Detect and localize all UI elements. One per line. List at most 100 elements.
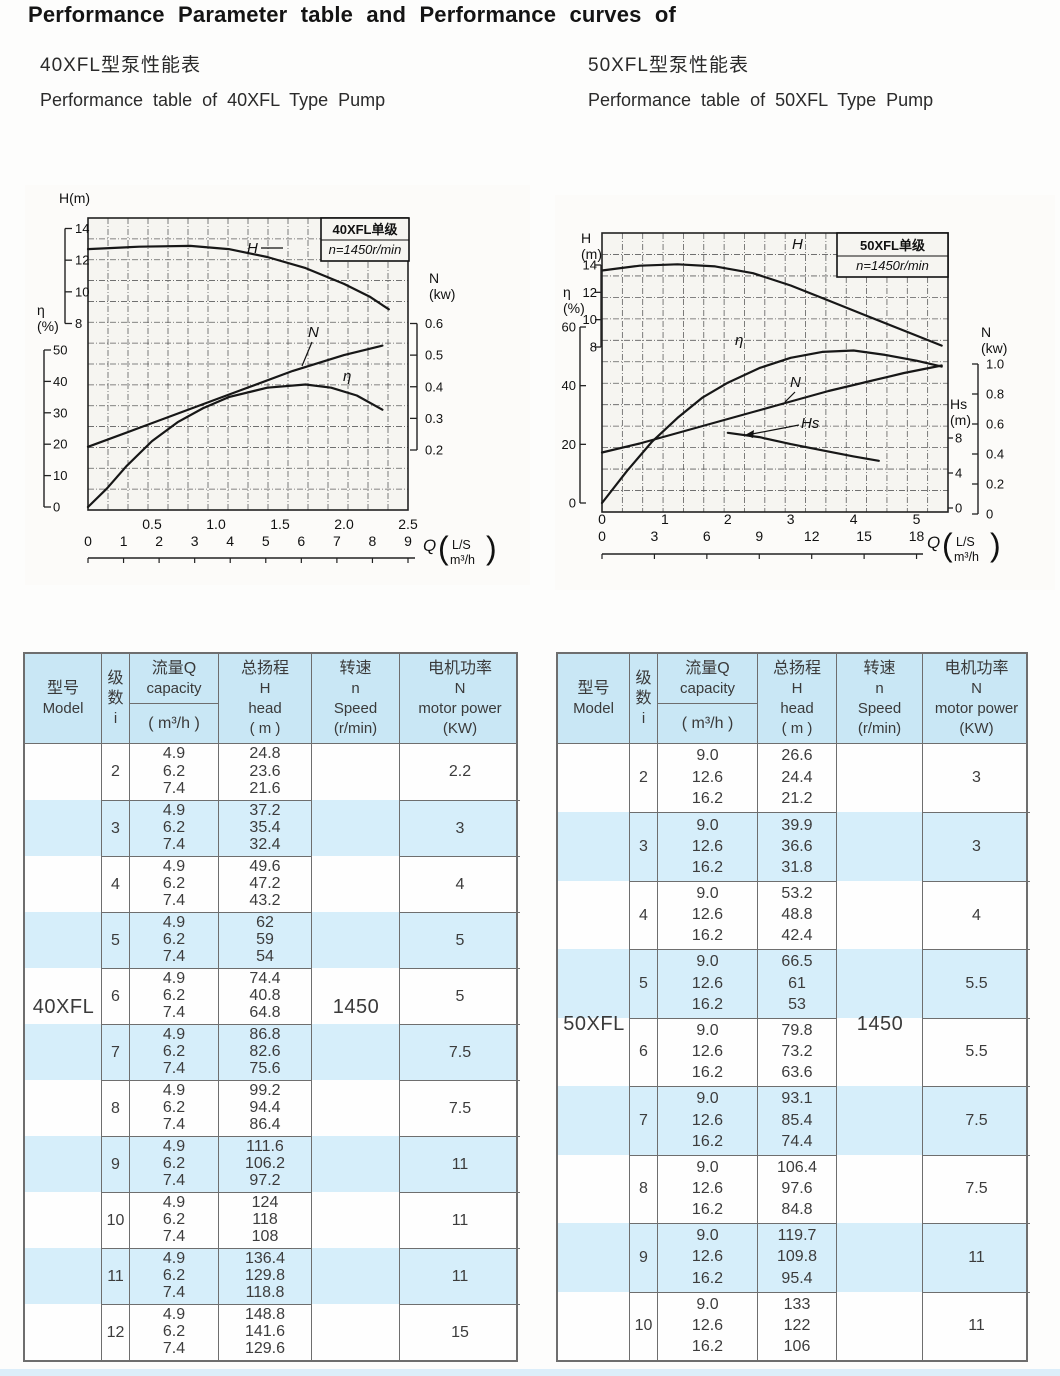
header-power-line: (KW) (959, 719, 994, 737)
capacity-value: 7.4 (162, 1172, 186, 1190)
head-value: 37.2 (249, 802, 281, 820)
tick-label-H: 10 (583, 312, 597, 327)
head-value: 129.6 (244, 1340, 286, 1358)
power-cell: 11 (400, 1192, 520, 1248)
power-cell: 5.5 (923, 1017, 1030, 1086)
model-spacer (558, 744, 630, 813)
table-row: 4 4.9 6.2 7.4 49.6 47.2 43.2 4 (25, 856, 520, 912)
curve-η (86, 383, 384, 509)
capacity-value: 6.2 (162, 1099, 186, 1117)
header-speed-line: (r/min) (333, 719, 378, 737)
model-spacer (558, 1291, 630, 1360)
stage-cell: 11 (102, 1248, 130, 1304)
chart-model-label: 50XFL单级 (860, 238, 926, 253)
capacity-value: 9.0 (696, 816, 719, 834)
header-model-zh: 型号 (46, 679, 79, 697)
header-head-line: H (259, 679, 271, 697)
head-value: 97.2 (249, 1172, 281, 1190)
stage-cell: 5 (630, 949, 658, 1018)
power-cell: 2.2 (448, 763, 472, 780)
curve-Hs (726, 431, 880, 462)
header-capacity-title: 流量Q capacity (130, 654, 218, 705)
table-body: 2 9.0 12.6 16.2 26.6 24.4 21.2 3 3 9.0 12.6 16.2 39.… (558, 744, 1030, 1360)
stage-cell: 6 (630, 1017, 658, 1087)
unit-m3h: m³/h (450, 553, 475, 567)
x-tick-m3h: 4 (226, 533, 234, 549)
head-value: 62 (256, 914, 274, 932)
capacity-value: 16.2 (691, 995, 724, 1013)
head-value: 21.6 (249, 779, 281, 797)
table-row: 4 9.0 12.6 16.2 53.2 48.8 42.4 4 (558, 880, 1030, 950)
head-value: 99.2 (249, 1082, 281, 1100)
curve-label-H: H (247, 240, 258, 257)
x-tick-ls: 2 (724, 511, 732, 527)
table-row: 11 4.9 6.2 7.4 136.4 129.8 118.8 11 (25, 1248, 520, 1304)
tick-label-H: 8 (75, 316, 82, 331)
curve-N (86, 344, 384, 448)
tick-label-N: 0.6 (986, 417, 1004, 432)
speed-spacer (312, 1192, 400, 1248)
capacity-cell: 4.9 6.2 7.4 (130, 1192, 219, 1248)
head-cell: 74.4 40.8 64.8 (219, 968, 312, 1024)
header-head-line: head (780, 699, 814, 717)
x-tick-m3h: 1 (120, 533, 128, 549)
speed-spacer (312, 1136, 400, 1192)
head-value: 73.2 (781, 1043, 813, 1061)
head-cell: 62 59 54 (219, 912, 312, 968)
tick-label-eta: 50 (53, 343, 67, 358)
head-cell: 53.2 48.8 42.4 (758, 880, 837, 950)
model-spacer (25, 1192, 102, 1248)
paren-close: ) (486, 530, 497, 566)
tick-label-H: 12 (75, 253, 89, 268)
speed-spacer (312, 968, 400, 1024)
head-value: 85.4 (781, 1111, 813, 1129)
paren-close: ) (990, 527, 1001, 563)
capacity-cell: 9.0 12.6 16.2 (658, 744, 758, 813)
header-stage-line: 级 (107, 669, 124, 687)
capacity-value: 4.9 (162, 802, 186, 820)
capacity-cell: 9.0 12.6 16.2 (658, 949, 758, 1018)
x-tick-m3h: 3 (651, 528, 659, 544)
model-spacer (558, 1154, 630, 1224)
capacity-value: 12.6 (691, 1248, 724, 1266)
tick-label-eta: 0 (53, 500, 60, 515)
table-row: 2 4.9 6.2 7.4 24.8 23.6 21.6 2.2 (25, 744, 516, 800)
head-value: 36.6 (781, 837, 813, 855)
model-spacer (25, 1304, 102, 1360)
curve-label-N: N (308, 324, 319, 341)
table-row: 8 4.9 6.2 7.4 99.2 94.4 86.4 7.5 (25, 1080, 520, 1136)
head-cell: 79.8 73.2 63.6 (758, 1017, 837, 1087)
header-head-line: H (791, 679, 803, 697)
head-value: 53 (788, 995, 806, 1013)
stage-cell: 5 (102, 912, 130, 968)
power-cell: 11 (400, 1136, 520, 1192)
plot-border (601, 232, 949, 513)
tick-label-N: 0.3 (425, 411, 443, 426)
stage-cell: 8 (102, 1080, 130, 1136)
head-value: 64.8 (249, 1004, 281, 1022)
header-capacity-zh: 流量Q (685, 659, 730, 677)
head-value: 106 (783, 1337, 811, 1355)
curve-H (600, 263, 943, 347)
capacity-value: 16.2 (691, 927, 724, 945)
axis-title-eta: η (563, 284, 571, 300)
stage-cell: 2 (102, 744, 130, 800)
header-capacity-title: 流量Q capacity (658, 654, 757, 705)
header-power-line: (KW) (442, 719, 478, 737)
curve-label-η: η (343, 368, 351, 385)
tick-label-eta: 20 (53, 437, 67, 452)
curve-label-η: η (735, 332, 743, 349)
head-cell: 124 118 108 (219, 1192, 312, 1248)
power-cell: 3 (923, 812, 1030, 880)
capacity-value: 6.2 (162, 762, 186, 780)
header-capacity-zh: 流量Q (151, 659, 197, 677)
head-value: 39.9 (781, 816, 813, 834)
section-50xfl: 50XFL型泵性能表 Performance table of 50XFL Ty… (588, 50, 933, 111)
head-value: 93.1 (781, 1090, 813, 1108)
power-cell: 11 (923, 1291, 1030, 1360)
table-row: 7 4.9 6.2 7.4 86.8 82.6 75.6 7.5 (25, 1024, 520, 1080)
axis-title-Hs: Hs (950, 396, 967, 412)
header-model-en: Model (573, 699, 614, 717)
